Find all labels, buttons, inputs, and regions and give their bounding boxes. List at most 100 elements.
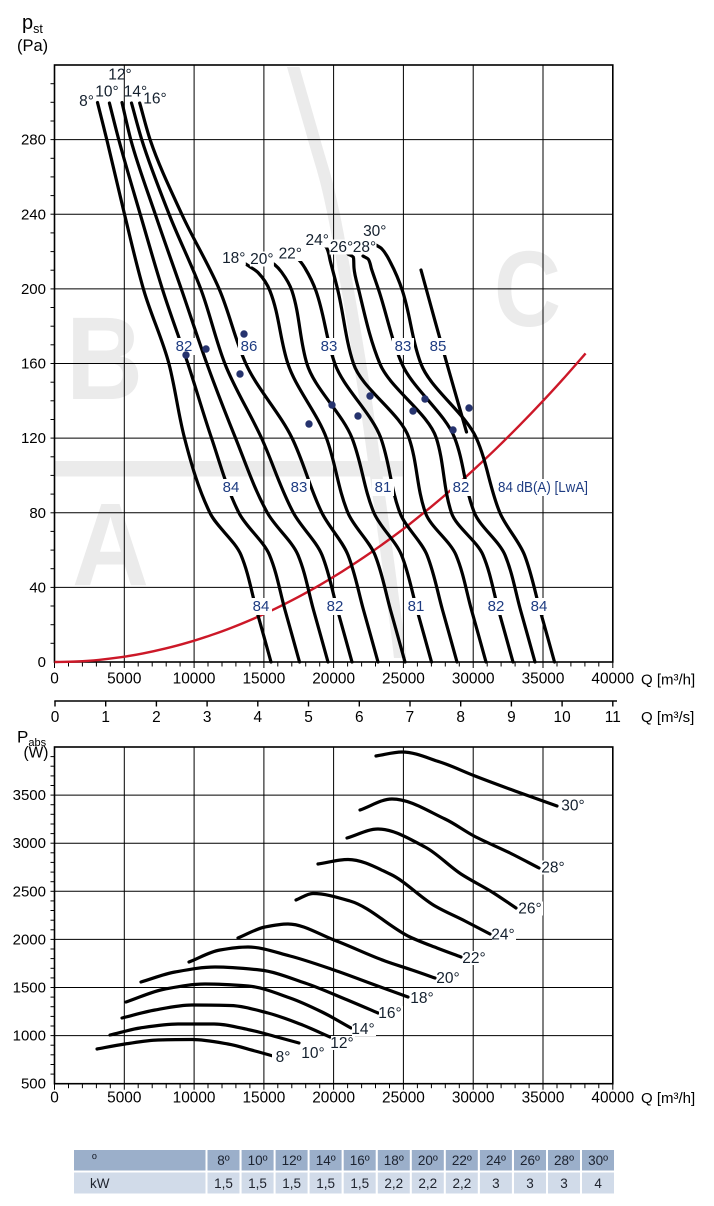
svg-text:4: 4: [254, 709, 263, 726]
svg-text:84: 84: [531, 598, 548, 615]
svg-text:kW: kW: [90, 1176, 110, 1191]
svg-text:4: 4: [594, 1176, 602, 1191]
svg-text:160: 160: [21, 356, 46, 373]
svg-text:40000: 40000: [591, 671, 634, 688]
svg-text:5000: 5000: [107, 1090, 141, 1107]
svg-text:82: 82: [488, 598, 505, 615]
svg-text:83: 83: [291, 479, 308, 496]
svg-text:120: 120: [21, 430, 46, 447]
svg-text:10º: 10º: [248, 1153, 268, 1168]
svg-text:500: 500: [21, 1076, 46, 1093]
svg-text:1,5: 1,5: [248, 1176, 267, 1191]
svg-text:2000: 2000: [13, 931, 46, 948]
svg-text:10000: 10000: [173, 1090, 216, 1107]
svg-text:8: 8: [456, 709, 465, 726]
svg-text:84: 84: [253, 598, 270, 615]
svg-text:40: 40: [29, 579, 46, 596]
svg-text:35000: 35000: [522, 1090, 565, 1107]
svg-text:82: 82: [327, 598, 344, 615]
svg-text:0: 0: [51, 709, 60, 726]
svg-text:3: 3: [560, 1176, 568, 1191]
svg-text:30°: 30°: [561, 798, 584, 815]
svg-text:14°: 14°: [124, 84, 147, 101]
svg-text:1000: 1000: [13, 1028, 46, 1045]
svg-text:26°: 26°: [518, 901, 541, 918]
svg-text:35000: 35000: [522, 671, 565, 688]
svg-text:81: 81: [408, 598, 425, 615]
svg-text:5000: 5000: [107, 671, 141, 688]
svg-text:30º: 30º: [588, 1153, 608, 1168]
svg-text:20°: 20°: [436, 970, 459, 987]
svg-text:20°: 20°: [250, 251, 273, 268]
svg-text:28º: 28º: [554, 1153, 574, 1168]
svg-text:10°: 10°: [301, 1045, 324, 1062]
svg-text:82: 82: [176, 338, 193, 355]
svg-text:9: 9: [507, 709, 516, 726]
svg-text:30000: 30000: [452, 671, 495, 688]
svg-text:14º: 14º: [316, 1153, 336, 1168]
svg-text:82: 82: [453, 479, 470, 496]
svg-text:20000: 20000: [312, 1090, 355, 1107]
svg-text:280: 280: [21, 132, 46, 149]
svg-text:30000: 30000: [452, 1090, 495, 1107]
svg-text:2,2: 2,2: [384, 1176, 403, 1191]
svg-text:28°: 28°: [353, 239, 376, 256]
svg-text:1,5: 1,5: [316, 1176, 335, 1191]
svg-text:Q [m³/h]: Q [m³/h]: [641, 1090, 695, 1107]
svg-text:0: 0: [38, 654, 46, 671]
svg-text:3000: 3000: [13, 835, 46, 852]
svg-text:18°: 18°: [222, 250, 245, 267]
svg-text:25000: 25000: [382, 671, 425, 688]
svg-text:20000: 20000: [312, 671, 355, 688]
svg-text:1,5: 1,5: [282, 1176, 301, 1191]
svg-text:7: 7: [406, 709, 415, 726]
svg-text:Q [m³/s]: Q [m³/s]: [641, 709, 694, 726]
svg-text:1500: 1500: [13, 980, 46, 997]
svg-text:26°: 26°: [330, 239, 353, 256]
svg-text:22º: 22º: [452, 1153, 472, 1168]
svg-text:B: B: [66, 293, 143, 425]
svg-text:5: 5: [304, 709, 313, 726]
svg-text:8°: 8°: [79, 93, 94, 110]
svg-text:3: 3: [526, 1176, 534, 1191]
svg-text:15000: 15000: [242, 671, 285, 688]
svg-text:84 dB(A) [LwA]: 84 dB(A) [LwA]: [498, 479, 588, 496]
svg-text:85: 85: [430, 338, 447, 355]
svg-text:12º: 12º: [282, 1153, 302, 1168]
svg-text:8°: 8°: [276, 1049, 291, 1066]
svg-text:24°: 24°: [491, 927, 514, 944]
svg-text:3: 3: [492, 1176, 500, 1191]
svg-text:22°: 22°: [462, 950, 485, 967]
svg-text:3: 3: [203, 709, 212, 726]
svg-text:0: 0: [50, 671, 59, 688]
svg-text:10°: 10°: [95, 84, 118, 101]
svg-text:1,5: 1,5: [350, 1176, 369, 1191]
svg-text:6: 6: [355, 709, 364, 726]
svg-text:14°: 14°: [351, 1021, 374, 1038]
svg-text:80: 80: [29, 505, 46, 522]
svg-text:16°: 16°: [378, 1005, 401, 1022]
svg-text:Q [m³/h]: Q [m³/h]: [641, 672, 695, 689]
svg-text:16º: 16º: [350, 1153, 370, 1168]
svg-text:3500: 3500: [13, 787, 46, 804]
svg-text:84: 84: [223, 479, 240, 496]
svg-text:81: 81: [375, 479, 392, 496]
svg-text:12°: 12°: [330, 1035, 353, 1052]
svg-text:16°: 16°: [143, 91, 166, 108]
svg-text:12°: 12°: [108, 67, 131, 84]
svg-text:83: 83: [321, 338, 338, 355]
svg-text:20º: 20º: [418, 1153, 438, 1168]
svg-text:86: 86: [241, 338, 258, 355]
svg-text:A: A: [72, 479, 149, 611]
svg-text:2500: 2500: [13, 883, 46, 900]
svg-text:240: 240: [21, 206, 46, 223]
svg-text:18°: 18°: [410, 990, 433, 1007]
svg-text:24º: 24º: [486, 1153, 506, 1168]
svg-text:(W): (W): [24, 745, 49, 762]
svg-text:25000: 25000: [382, 1090, 425, 1107]
svg-text:15000: 15000: [242, 1090, 285, 1107]
svg-text:28°: 28°: [541, 860, 564, 877]
svg-text:24°: 24°: [305, 232, 328, 249]
svg-text:º: º: [92, 1151, 97, 1166]
svg-text:22°: 22°: [279, 246, 302, 263]
